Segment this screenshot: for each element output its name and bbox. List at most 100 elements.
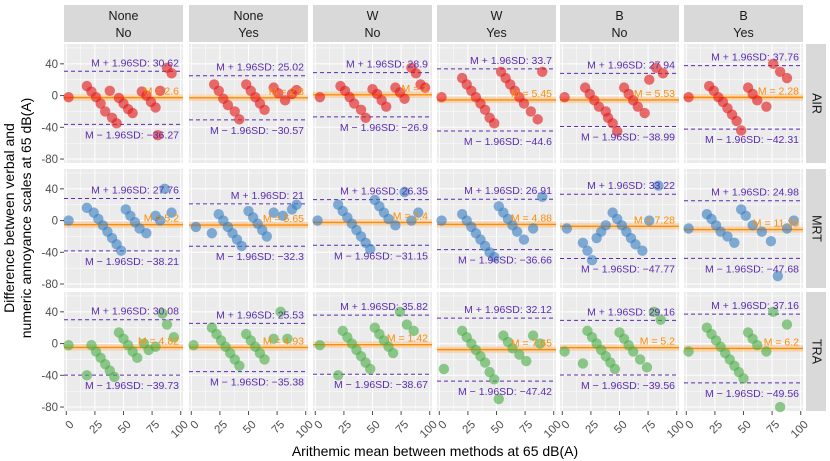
upper-limit-label: M + 1.96SD: 37.16 <box>711 300 799 312</box>
x-tick-label: 50 <box>612 419 630 437</box>
y-tick-label: 0 <box>52 339 58 351</box>
data-point <box>279 95 291 106</box>
lower-limit-label: M − 1.96SD: −47.68 <box>705 263 799 275</box>
data-point <box>639 107 650 119</box>
data-point <box>514 349 525 360</box>
row-strip: MRT <box>806 169 826 288</box>
lower-limit-label: M − 1.96SD: −38.99 <box>581 131 675 143</box>
data-point <box>653 180 664 191</box>
mean-label: M = 7.65 <box>511 338 552 350</box>
column-strip: B No <box>560 5 679 42</box>
data-point <box>383 213 394 225</box>
x-tick-label: 50 <box>736 419 754 437</box>
mean-label: M = 7.28 <box>634 214 675 226</box>
y-tick-label: 40 <box>45 307 58 319</box>
y-tick-label: -80 <box>41 279 58 291</box>
data-point <box>577 358 589 369</box>
x-tick-label: 75 <box>270 419 288 437</box>
lower-limit-label: M − 1.96SD: −35.38 <box>210 377 304 389</box>
strip-label-soundscape: B <box>615 9 623 23</box>
data-point <box>206 228 218 239</box>
data-point <box>722 231 733 242</box>
y-tick-label: -40 <box>41 370 58 382</box>
facet-panel: M + 1.96SD: 21 M − 1.96SD: −32.3 M = 5.65 <box>189 169 308 288</box>
y-tick-label: 0 <box>52 91 58 103</box>
data-point <box>765 235 777 247</box>
data-point <box>537 191 548 202</box>
data-point <box>332 370 344 381</box>
column-strip: W No <box>313 5 432 42</box>
data-point <box>527 223 539 234</box>
data-point <box>190 221 202 233</box>
strip-label-condition: Yes <box>733 26 753 40</box>
data-point <box>213 85 224 97</box>
data-point <box>774 66 786 77</box>
data-point <box>511 226 523 237</box>
data-point <box>399 186 410 198</box>
column-strip: None No <box>64 5 183 42</box>
x-tick-label: 75 <box>641 419 659 437</box>
data-point <box>236 240 247 252</box>
data-point <box>607 118 618 129</box>
strip-label-soundscape: W <box>367 9 379 23</box>
x-tick-label: 100 <box>169 419 191 441</box>
strip-background <box>560 5 679 42</box>
strip-label-condition: No <box>365 26 381 40</box>
row-strips: AIR MRT TRA <box>806 44 826 411</box>
data-point <box>768 306 779 318</box>
data-point <box>781 223 793 234</box>
facet-panel: M + 1.96SD: 29.16 M − 1.96SD: −39.56 M = 5… <box>559 292 679 411</box>
data-point <box>365 363 376 375</box>
y-tick-label: -80 <box>41 154 58 166</box>
data-point <box>259 104 270 116</box>
data-point <box>127 107 138 119</box>
data-point <box>561 223 573 234</box>
facet-panel: M + 1.96SD: 37.16 M − 1.96SD: −49.56 M = 6… <box>683 292 803 413</box>
data-point <box>489 118 500 129</box>
strip-label-soundscape: B <box>739 9 747 23</box>
data-point <box>401 319 413 330</box>
data-point <box>612 126 623 137</box>
data-point <box>63 91 74 103</box>
data-point <box>408 325 419 337</box>
strip-label-soundscape: None <box>234 9 264 23</box>
upper-limit-label: M + 1.96SD: 25.02 <box>216 62 304 74</box>
data-point <box>188 339 199 351</box>
facet-panel: M + 1.96SD: 37.76 M − 1.96SD: −42.31 M = 2… <box>683 44 803 163</box>
data-point <box>104 85 115 97</box>
data-point <box>111 118 122 129</box>
mean-label: M = 5.2 <box>144 213 179 225</box>
upper-limit-label: M + 1.96SD: 26.35 <box>340 186 428 198</box>
x-tick-label: 75 <box>394 419 412 437</box>
facet-panel: M + 1.96SD: 33.7 M − 1.96SD: −44.6 M = 5.4… <box>436 44 556 163</box>
data-point <box>141 228 152 239</box>
x-tick-label: 50 <box>365 419 383 437</box>
data-point <box>438 363 450 375</box>
x-tick-label: 50 <box>241 419 259 437</box>
data-point <box>381 101 392 112</box>
data-point <box>648 306 660 318</box>
data-point <box>489 374 500 385</box>
data-point <box>683 91 694 103</box>
y-axis-ticks: -80 -40 0 40 -80 -40 0 40 -80 -40 0 40 <box>41 59 64 414</box>
data-point <box>641 362 653 373</box>
data-point <box>634 354 646 365</box>
upper-limit-label: M + 1.96SD: 32.12 <box>464 304 552 316</box>
data-point <box>63 339 74 351</box>
data-point <box>772 270 784 282</box>
facet-panel: M + 1.96SD: 32.12 M − 1.96SD: −47.42 M = 7… <box>437 292 556 411</box>
data-point <box>657 68 669 79</box>
data-point <box>222 99 234 111</box>
data-point <box>154 85 166 97</box>
column-strip: None Yes <box>189 5 308 42</box>
data-point <box>132 352 143 364</box>
data-point <box>150 102 161 113</box>
data-point <box>493 393 504 405</box>
facet-panel: M + 1.96SD: 30.08 M − 1.96SD: −39.73 M = 4… <box>63 292 183 411</box>
strip-background <box>189 5 308 42</box>
data-point <box>161 319 173 330</box>
strip-background <box>806 169 826 288</box>
upper-limit-label: M + 1.96SD: 25.53 <box>216 309 304 321</box>
data-point <box>537 66 548 77</box>
